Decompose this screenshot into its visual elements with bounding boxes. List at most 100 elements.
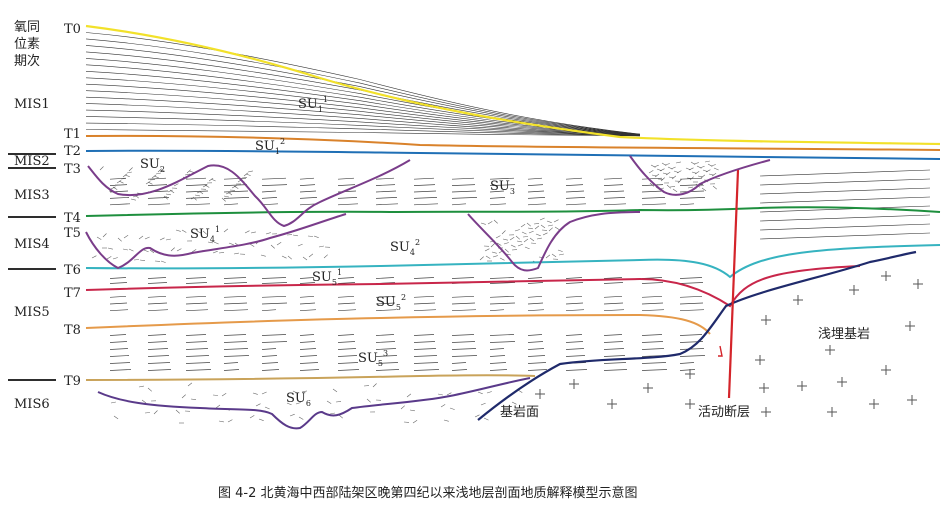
bedding-dash <box>261 302 288 305</box>
bedding-dash <box>185 184 208 186</box>
texture-dash <box>110 186 116 190</box>
texture-dash <box>181 394 186 399</box>
bedding-dash <box>223 369 240 371</box>
sediment-texture <box>91 160 721 424</box>
texture-dash <box>523 238 529 243</box>
bedding-dash <box>223 355 250 357</box>
bedding-dash <box>603 203 627 206</box>
bedding-dash <box>527 197 546 199</box>
bedding-dash <box>527 362 547 364</box>
bedding-dash <box>679 203 695 206</box>
texture-dash <box>492 255 498 258</box>
texture-dash <box>517 243 523 247</box>
texture-dash <box>190 197 196 200</box>
bedding-line <box>85 129 641 137</box>
texture-dash <box>502 238 508 241</box>
bedrock-cross <box>759 383 769 393</box>
texture-dash <box>287 255 292 260</box>
texture-dash <box>221 393 227 397</box>
horizon-t7-label: T7 <box>64 286 81 301</box>
texture-dash <box>526 222 531 227</box>
channel-su6-outline <box>97 377 531 430</box>
bedding-dash <box>109 197 130 199</box>
bedding-dash <box>451 309 477 312</box>
texture-dash <box>661 162 667 166</box>
texture-dash <box>546 220 552 223</box>
bedding-dash <box>109 282 128 284</box>
bedding-dash <box>489 177 515 180</box>
texture-dash <box>128 167 133 172</box>
texture-dash <box>509 237 515 241</box>
bedding-dash <box>603 355 626 357</box>
texture-dash <box>215 404 221 409</box>
bedding-line <box>85 90 641 136</box>
texture-dash <box>128 248 134 252</box>
texture-dash <box>477 391 483 395</box>
texture-dash <box>153 410 158 415</box>
texture-dash <box>169 189 175 194</box>
texture-dash <box>651 174 657 177</box>
texture-dash <box>120 178 127 180</box>
bedding-dash <box>185 295 207 298</box>
bedding-dash <box>185 369 212 371</box>
texture-dash <box>474 414 480 418</box>
bedding-dash <box>451 203 467 206</box>
texture-dash <box>181 229 187 233</box>
texture-dash <box>244 230 250 234</box>
bedding-dash <box>147 295 167 298</box>
bedding-dash <box>337 334 355 336</box>
texture-dash <box>542 232 548 236</box>
bedding-dash <box>261 334 287 336</box>
bedding-line <box>759 187 931 195</box>
texture-dash <box>409 409 415 412</box>
bedding-dash <box>375 203 399 206</box>
bedding-dash <box>451 197 478 199</box>
bedding-dash <box>375 348 397 350</box>
texture-dash <box>218 420 224 423</box>
bedding-dash <box>375 309 397 312</box>
bedding-dash <box>375 355 398 357</box>
bedding-dash <box>337 197 358 199</box>
texture-dash <box>485 255 491 259</box>
bedding-dash <box>185 362 211 364</box>
bedding-dash <box>147 282 168 284</box>
bedding-dash <box>679 369 696 371</box>
bedrock-cross <box>907 395 917 405</box>
bedding-dash <box>261 277 287 279</box>
bedding-line <box>85 96 641 136</box>
texture-dash <box>487 221 493 225</box>
horizon-t3-label: T3 <box>64 162 81 177</box>
bedding-dash <box>603 334 623 336</box>
texture-dash <box>194 194 200 197</box>
bedding-dash <box>261 341 288 343</box>
texture-dash <box>117 237 122 242</box>
bedrock-cross <box>797 381 807 391</box>
horizon-t2-label: T2 <box>64 144 81 159</box>
bedding-dash <box>147 203 171 206</box>
bedding-dash <box>185 177 207 180</box>
bedding-line <box>85 64 641 135</box>
unit-su6-label: SU6 <box>286 391 311 408</box>
bedding-dash <box>489 309 505 312</box>
channel-su3-east-outline <box>629 155 771 196</box>
bedding-dash <box>413 348 437 350</box>
texture-dash <box>116 180 122 184</box>
texture-dash <box>295 402 301 405</box>
texture-dash <box>366 398 371 403</box>
texture-dash <box>705 169 711 173</box>
texture-dash <box>233 252 239 255</box>
texture-dash <box>440 404 446 408</box>
bedding-dash <box>299 277 315 279</box>
horizon-labels: T0 T1 T2 T3 T4 T5 T6 T7 T8 T9 <box>64 22 81 389</box>
bedding-dash <box>527 334 543 336</box>
texture-dash <box>243 172 249 177</box>
texture-dash <box>223 228 229 233</box>
bedding-dash <box>565 184 584 186</box>
horizon-t0-line <box>85 24 941 146</box>
texture-dash <box>102 233 107 238</box>
texture-dash <box>147 387 152 392</box>
horizon-t4-line <box>85 206 941 217</box>
stage-mis4: MIS4 <box>14 237 50 252</box>
texture-dash <box>480 402 486 406</box>
bedding-dash <box>641 334 663 336</box>
